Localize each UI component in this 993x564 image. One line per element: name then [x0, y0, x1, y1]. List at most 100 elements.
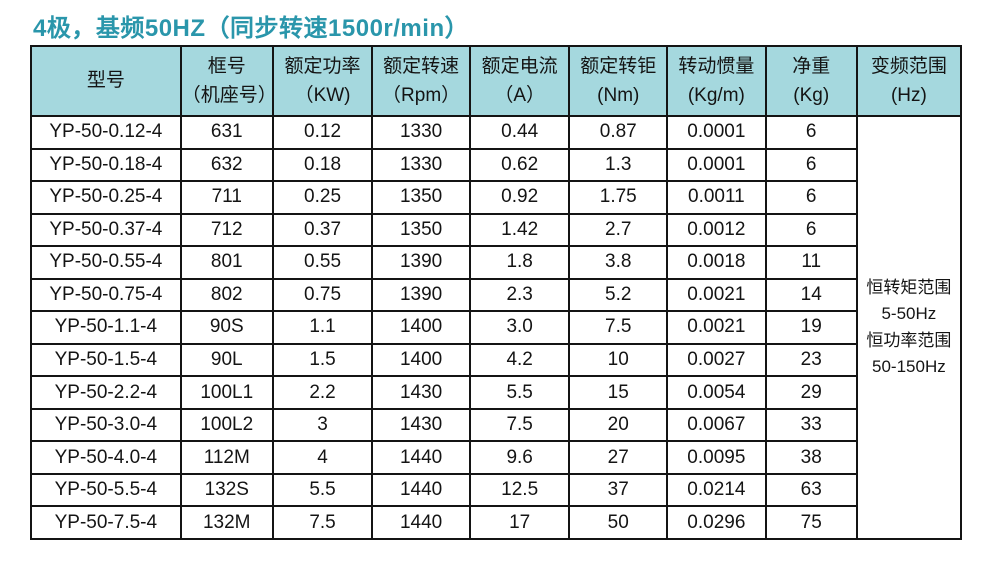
- cell-rated-power: 0.37: [271, 212, 374, 248]
- cell-rated-power: 7.5: [271, 505, 374, 540]
- cell-rated-torque: 0.87: [568, 115, 669, 150]
- cell-rated-current: 4.2: [468, 342, 571, 378]
- column-header-moment-of-inertia: 转动惯量 (Kg/m): [666, 45, 767, 117]
- cell-rated-speed: 1390: [371, 245, 471, 280]
- cell-rated-power: 0.25: [271, 180, 374, 215]
- table-row: YP-50-0.25-4 711 0.25 1350 0.92 1.75 0.0011 6: [30, 180, 961, 215]
- cell-rated-speed: 1440: [371, 472, 471, 508]
- cell-rated-current: 2.3: [468, 277, 571, 313]
- cell-moment-of-inertia: 0.0021: [666, 277, 767, 313]
- cell-net-weight: 6: [764, 212, 858, 248]
- column-header-label: 净重: [792, 55, 831, 77]
- cell-moment-of-inertia: 0.0054: [666, 375, 767, 410]
- column-header-label: 型号: [86, 70, 125, 92]
- cell-model: YP-50-5.5-4: [30, 472, 182, 508]
- cell-model: YP-50-0.18-4: [30, 147, 182, 183]
- cell-moment-of-inertia: 0.0018: [666, 245, 767, 280]
- table-row: YP-50-2.2-4 100L1 2.2 1430 5.5 15 0.0054 29: [30, 375, 961, 410]
- cell-model: YP-50-0.75-4: [30, 277, 182, 313]
- cell-rated-power: 1.5: [271, 342, 374, 378]
- cell-rated-current: 7.5: [468, 407, 571, 443]
- table-row: YP-50-0.12-4 631 0.12 1330 0.44 0.87 0.0001 6 恒转…: [30, 115, 963, 540]
- column-header-label: 转动惯量: [678, 55, 755, 77]
- cell-net-weight: 33: [764, 407, 858, 443]
- table-header: 型号 框号 （机座号） 额定功率 （KW) 额定转速 （Rpm） 额定电流 （A） 额定转钜 (Nm…: [30, 45, 963, 117]
- cell-net-weight: 19: [764, 310, 858, 345]
- cell-rated-current: 9.6: [468, 440, 571, 475]
- column-header-unit: （机座号）: [181, 85, 277, 106]
- cell-frame: 100L1: [179, 375, 274, 410]
- cell-frame: 90S: [179, 310, 274, 345]
- table-row: YP-50-0.37-4 712 0.37 1350 1.42 2.7 0.0012 6: [30, 212, 961, 248]
- column-header-label: 额定功率: [284, 55, 361, 77]
- frequency-range-note-line: 5-50Hz: [881, 304, 937, 324]
- cell-frame: 802: [179, 277, 274, 313]
- cell-rated-speed: 1440: [371, 440, 471, 475]
- cell-rated-speed: 1430: [371, 375, 471, 410]
- cell-rated-torque: 7.5: [568, 310, 669, 345]
- cell-rated-current: 0.92: [468, 180, 571, 215]
- table-row: YP-50-1.1-4 90S 1.1 1400 3.0 7.5 0.0021 19: [30, 310, 961, 345]
- column-header-label: 变频范围: [870, 55, 947, 77]
- column-header-label: 额定电流: [481, 55, 558, 77]
- cell-model: YP-50-0.25-4: [30, 180, 182, 215]
- cell-net-weight: 29: [764, 375, 858, 410]
- column-header-label: 额定转钜: [580, 55, 657, 77]
- cell-moment-of-inertia: 0.0021: [666, 310, 767, 345]
- frequency-range-note-line: 恒功率范围: [866, 330, 952, 350]
- cell-frame: 132S: [179, 472, 274, 508]
- cell-rated-speed: 1400: [371, 310, 471, 345]
- header-row: 型号 框号 （机座号） 额定功率 （KW) 额定转速 （Rpm） 额定电流 （A） 额定转钜 (Nm…: [30, 45, 963, 117]
- cell-rated-speed: 1400: [371, 342, 471, 378]
- cell-frame: 711: [179, 180, 274, 215]
- frequency-range-note-line: 恒转矩范围: [866, 277, 952, 297]
- page-title: 4极，基频50HZ（同步转速1500r/min）: [33, 15, 470, 42]
- cell-rated-power: 0.75: [271, 277, 374, 313]
- cell-frame: 100L2: [179, 407, 274, 443]
- cell-model: YP-50-0.55-4: [30, 245, 182, 280]
- cell-rated-torque: 3.8: [568, 245, 669, 280]
- cell-rated-speed: 1390: [371, 277, 471, 313]
- column-header-frequency-range: 变频范围 (Hz): [855, 45, 963, 117]
- column-header-unit: (Nm): [597, 85, 640, 106]
- column-header-rated-power: 额定功率 （KW): [271, 45, 374, 117]
- cell-rated-current: 0.44: [468, 115, 571, 150]
- cell-rated-power: 4: [271, 440, 374, 475]
- cell-frame: 90L: [179, 342, 274, 378]
- cell-rated-power: 2.2: [271, 375, 374, 410]
- column-header-rated-speed: 额定转速 （Rpm）: [371, 45, 471, 117]
- cell-net-weight: 63: [764, 472, 858, 508]
- cell-frame: 801: [179, 245, 274, 280]
- cell-rated-torque: 37: [568, 472, 669, 508]
- cell-rated-torque: 1.75: [568, 180, 669, 215]
- column-header-rated-current: 额定电流 （A）: [468, 45, 571, 117]
- cell-frame: 632: [179, 147, 274, 183]
- cell-rated-speed: 1430: [371, 407, 471, 443]
- cell-net-weight: 6: [764, 115, 858, 150]
- cell-net-weight: 14: [764, 277, 858, 313]
- cell-rated-torque: 27: [568, 440, 669, 475]
- cell-rated-torque: 20: [568, 407, 669, 443]
- cell-rated-speed: 1330: [371, 115, 471, 150]
- cell-net-weight: 75: [764, 505, 858, 540]
- cell-net-weight: 23: [764, 342, 858, 378]
- cell-rated-torque: 50: [568, 505, 669, 540]
- column-header-rated-torque: 额定转钜 (Nm): [568, 45, 669, 117]
- column-header-net-weight: 净重 (Kg): [764, 45, 858, 117]
- cell-rated-torque: 2.7: [568, 212, 669, 248]
- cell-moment-of-inertia: 0.0296: [666, 505, 767, 540]
- cell-moment-of-inertia: 0.0001: [666, 115, 767, 150]
- cell-moment-of-inertia: 0.0095: [666, 440, 767, 475]
- cell-rated-torque: 5.2: [568, 277, 669, 313]
- cell-moment-of-inertia: 0.0012: [666, 212, 767, 248]
- cell-net-weight: 6: [764, 180, 858, 215]
- cell-rated-current: 3.0: [468, 310, 571, 345]
- cell-frame: 132M: [179, 505, 274, 540]
- cell-moment-of-inertia: 0.0027: [666, 342, 767, 378]
- cell-rated-current: 0.62: [468, 147, 571, 183]
- cell-rated-speed: 1330: [371, 147, 471, 183]
- frequency-range-note-line: 50-150Hz: [872, 356, 946, 376]
- cell-rated-power: 5.5: [271, 472, 374, 508]
- cell-rated-power: 0.55: [271, 245, 374, 280]
- cell-frame: 712: [179, 212, 274, 248]
